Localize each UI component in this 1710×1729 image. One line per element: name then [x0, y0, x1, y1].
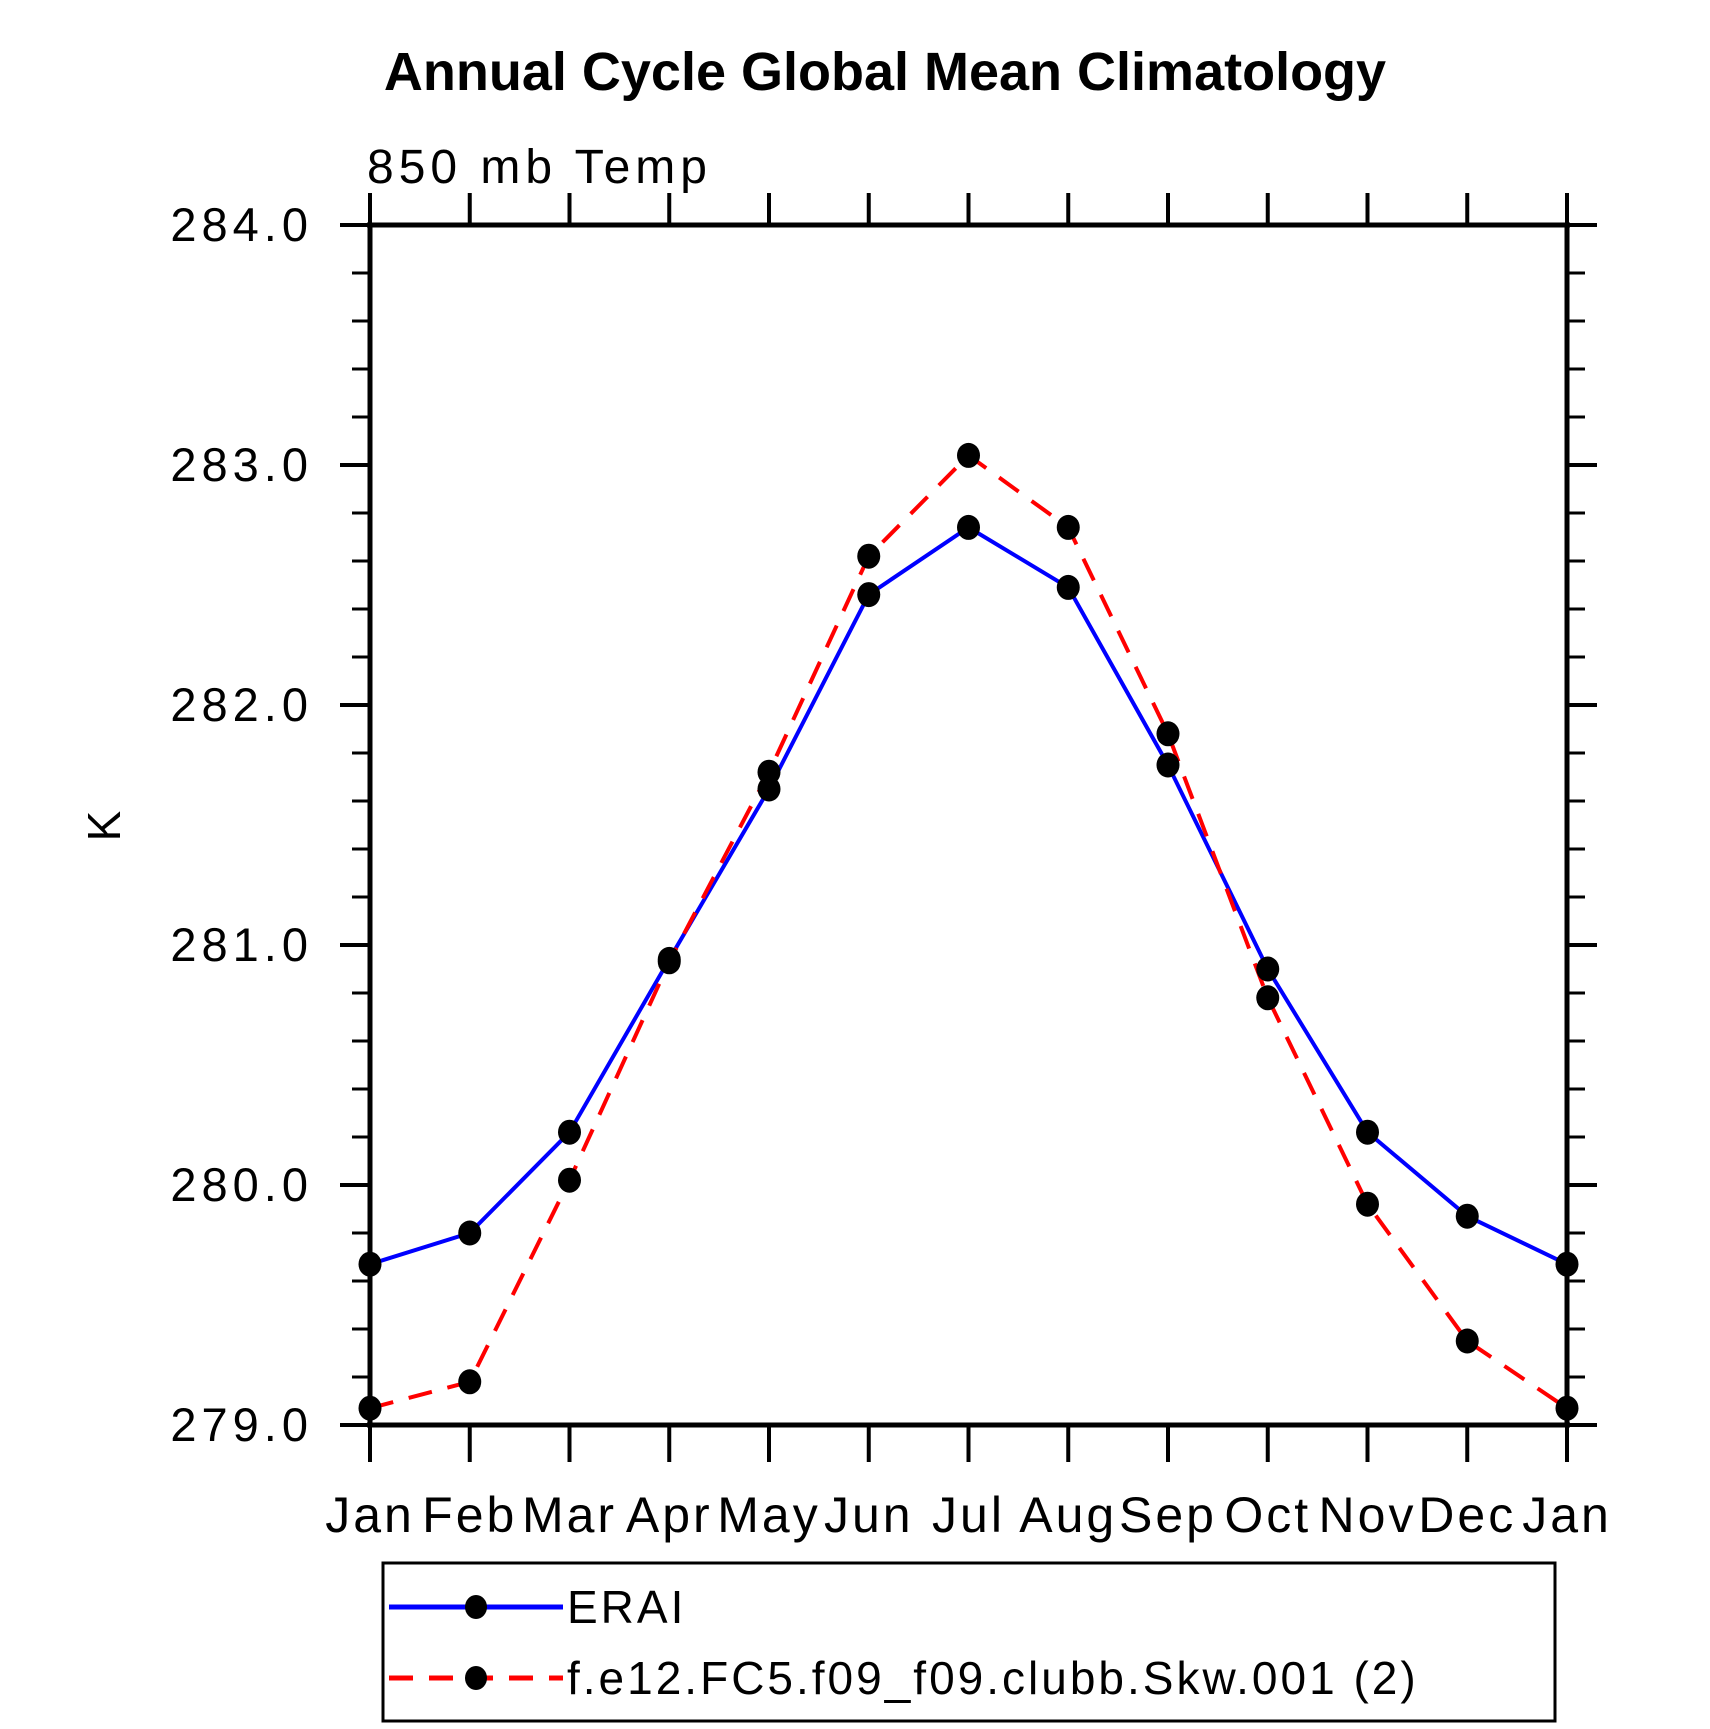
- x-axis-tick-label: Sep: [1119, 1487, 1217, 1543]
- series-line-dashed: [369, 452, 1569, 1411]
- x-axis-tick-label: Jun: [824, 1487, 914, 1543]
- x-axis-tick-label: May: [717, 1487, 820, 1543]
- plot-frame: [367, 222, 1570, 1428]
- data-point-marker: [1256, 956, 1280, 982]
- data-point-marker: [1056, 514, 1080, 540]
- data-point-marker: [657, 949, 681, 975]
- data-point-marker: [458, 1220, 482, 1246]
- x-axis-tick-label: Oct: [1224, 1487, 1311, 1543]
- y-axis-title: K: [78, 809, 130, 842]
- legend-label: f.e12.FC5.f09_f09.clubb.Skw.001 (2): [567, 1652, 1419, 1704]
- legend-marker: [465, 1666, 487, 1690]
- data-point-marker: [1356, 1119, 1379, 1145]
- data-point-marker: [358, 1251, 382, 1277]
- x-axis-tick-label: Jan: [1522, 1487, 1612, 1543]
- x-axis-tick-label: Dec: [1418, 1487, 1516, 1543]
- x-axis-tick-label: Jul: [932, 1487, 1005, 1543]
- y-axis-tick-label: 282.0: [170, 678, 313, 731]
- chart-subtitle: 850 mb Temp: [367, 141, 712, 194]
- data-point-marker: [1156, 752, 1180, 778]
- plot-series: [358, 442, 1579, 1421]
- data-point-marker: [1356, 1191, 1379, 1217]
- data-point-marker: [1056, 574, 1080, 600]
- data-point-marker: [1455, 1328, 1479, 1354]
- y-axis-tick-label: 281.0: [170, 918, 313, 971]
- x-axis-tick-label: Apr: [626, 1487, 713, 1543]
- data-point-marker: [857, 543, 881, 569]
- chart-title: Annual Cycle Global Mean Climatology: [384, 42, 1386, 102]
- data-point-marker: [1555, 1395, 1579, 1421]
- legend-box: [381, 1561, 1557, 1723]
- data-point-marker: [458, 1369, 482, 1395]
- data-point-marker: [558, 1119, 581, 1145]
- y-axis: 279.0 280.0 281.0 282.0 283.0 284.0: [170, 198, 1597, 1451]
- x-axis-tick-label: Mar: [522, 1487, 617, 1543]
- data-point-marker: [957, 442, 980, 468]
- legend-label: ERAI: [567, 1581, 686, 1633]
- data-point-marker: [757, 759, 781, 785]
- x-axis: Jan Feb Mar Apr May Jun Jul Aug Sep Oct Nov Dec Jan: [325, 193, 1612, 1543]
- data-point-marker: [957, 514, 980, 540]
- data-point-marker: [1256, 985, 1280, 1011]
- data-point-marker: [1455, 1203, 1479, 1229]
- data-point-marker: [558, 1167, 581, 1193]
- y-axis-tick-label: 280.0: [170, 1158, 313, 1211]
- data-point-marker: [1156, 721, 1180, 747]
- legend: ERAI f.e12.FC5.f09_f09.clubb.Skw.001 (2): [381, 1561, 1557, 1723]
- data-point-marker: [857, 582, 881, 608]
- data-point-marker: [1555, 1251, 1579, 1277]
- y-axis-tick-label: 279.0: [170, 1398, 313, 1451]
- x-axis-tick-label: Aug: [1019, 1487, 1117, 1543]
- x-axis-tick-label: Jan: [325, 1487, 415, 1543]
- x-axis-tick-label: Feb: [422, 1487, 517, 1543]
- data-point-marker: [358, 1395, 382, 1421]
- legend-marker: [465, 1595, 487, 1619]
- y-axis-tick-label: 284.0: [170, 198, 313, 251]
- y-axis-tick-label: 283.0: [170, 438, 313, 491]
- x-axis-tick-label: Nov: [1319, 1487, 1417, 1543]
- series-line-solid: [369, 525, 1568, 1267]
